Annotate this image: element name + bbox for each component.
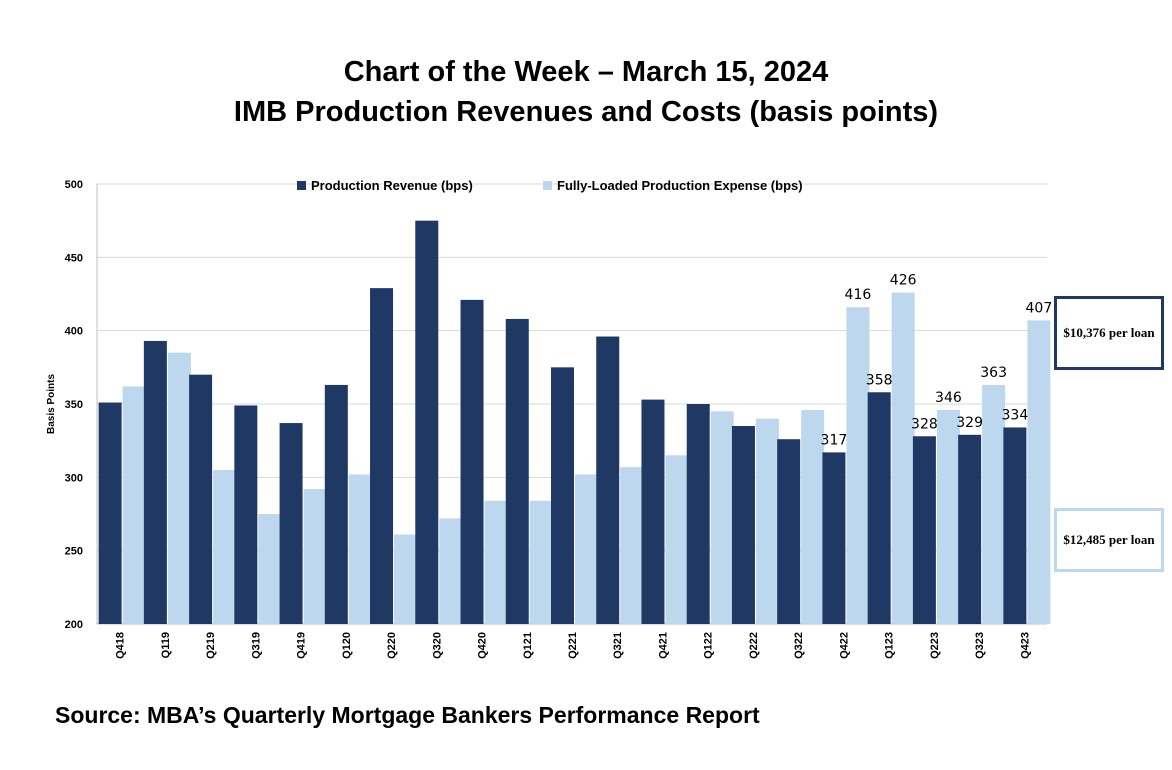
expense-bar [258,514,282,624]
expense-bar [801,409,825,624]
revenue-bar [777,439,801,624]
x-tick-label: Q418 [115,632,127,659]
revenue-data-label: 334 [1002,407,1029,423]
y-tick-label: 350 [65,399,83,411]
x-tick-label: Q423 [1019,632,1031,659]
x-tick-label: Q420 [477,632,489,659]
x-tick-label: Q323 [974,632,986,659]
revenue-bar [505,318,529,624]
revenue-bar [596,336,620,624]
expense-data-label: 407 [1026,300,1053,316]
expense-data-label: 416 [845,287,872,303]
revenue-bar [234,405,258,624]
revenue-data-label: 317 [821,432,848,448]
expense-per-loan-callout: $12,485 per loan [1054,508,1164,572]
x-tick-label: Q219 [205,632,217,659]
expense-bar [122,386,146,624]
revenue-bar [551,367,574,624]
revenue-bar [958,434,982,624]
y-tick-label: 400 [65,326,83,338]
expense-bar [755,418,779,624]
x-tick-label: Q422 [838,632,850,659]
expense-bar [303,489,327,624]
x-tick-label: Q421 [657,632,669,659]
x-tick-label: Q220 [386,632,398,659]
revenue-bar [686,404,710,624]
expense-bar [439,518,463,624]
expense-bar [348,474,372,624]
revenue-bar [189,374,213,624]
expense-bar [936,409,960,624]
expense-bar [484,500,508,624]
legend-swatch-expense [543,181,552,190]
chart-title: Chart of the Week – March 15, 2024 [343,56,829,88]
expense-bar [620,467,644,624]
legend-label-expense: Fully-Loaded Production Expense (bps) [557,178,803,193]
x-tick-label: Q322 [793,632,805,659]
revenue-data-label: 328 [911,416,938,432]
revenue-bar [370,288,394,624]
expense-bar [575,474,598,624]
y-tick-label: 450 [65,252,83,264]
revenue-bar [1003,427,1027,624]
revenue-data-label: 358 [866,372,893,388]
x-tick-label: Q121 [522,632,534,659]
revenue-bar [641,399,665,624]
revenue-bar [324,384,348,624]
expense-bar [846,307,870,624]
revenue-bar [822,452,846,624]
expense-bar [891,292,915,624]
expense-bar [665,455,689,624]
expense-bar [213,470,237,624]
expense-bar [710,411,734,624]
y-tick-label: 500 [65,179,83,191]
x-tick-label: Q223 [929,632,941,659]
y-tick-label: 250 [65,546,83,558]
y-tick-label: 200 [65,619,83,631]
x-tick-label: Q222 [748,632,760,659]
x-tick-label: Q120 [341,632,353,659]
expense-bar [529,500,553,624]
expense-data-label: 426 [890,273,917,289]
y-tick-label: 300 [65,472,83,484]
chart-subtitle: IMB Production Revenues and Costs (basis… [233,96,939,128]
expense-bar [1027,320,1051,624]
revenue-bar [912,436,936,624]
source-note: Source: MBA’s Quarterly Mortgage Bankers… [55,702,760,728]
expense-data-label: 346 [935,390,962,406]
expense-bar [982,384,1006,624]
revenue-bar [279,423,303,624]
revenue-bar [98,402,122,624]
x-tick-label: Q221 [567,632,579,659]
x-tick-label: Q321 [612,632,624,659]
revenue-bar [731,426,755,624]
revenue-per-loan-callout: $10,376 per loan [1054,296,1164,370]
x-tick-label: Q119 [160,632,172,658]
y-axis-label: Basis Points [46,374,57,434]
revenue-bar [867,392,891,624]
expense-bar [167,352,191,624]
expense-data-label: 363 [980,365,1007,381]
legend-swatch-revenue [297,181,306,190]
x-tick-label: Q319 [250,632,262,659]
legend-label-revenue: Production Revenue (bps) [311,178,473,193]
bar-chart: 200 250 300 350 400 450 500 Basis Points Q418 Q11… [46,178,1053,659]
revenue-data-label: 329 [956,415,983,431]
revenue-bar [460,299,484,624]
revenue-bar [415,220,439,624]
x-tick-label: Q122 [703,632,715,659]
expense-bar [394,534,418,624]
x-tick-label: Q123 [884,632,896,659]
x-tick-label: Q320 [431,632,443,659]
revenue-bar [143,340,167,624]
x-tick-label: Q419 [296,632,308,659]
